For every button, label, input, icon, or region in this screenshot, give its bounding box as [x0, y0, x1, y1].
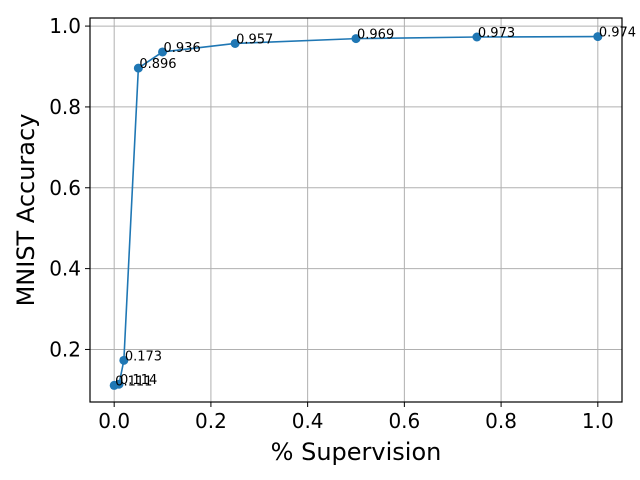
y-tick-label: 0.4: [49, 257, 81, 281]
data-points: [109, 32, 603, 390]
series-line: [113, 35, 598, 387]
data-point: [230, 38, 240, 48]
data-point: [593, 32, 603, 42]
grid: [90, 18, 622, 402]
y-tick-label: 0.6: [49, 176, 81, 200]
plot-frame: [89, 17, 623, 403]
data-label: 0.974: [599, 26, 636, 41]
data-label: 0.973: [478, 26, 515, 41]
y-tick-label: 0.2: [49, 337, 81, 361]
data-label: 0.957: [236, 32, 273, 47]
y-axis-ticks: 0.2 0.4 0.6 0.8 1.0: [49, 14, 90, 361]
data-point: [351, 34, 361, 44]
data-point: [119, 355, 129, 365]
y-axis-label: MNIST Accuracy: [12, 114, 40, 307]
series-line-group: [113, 35, 598, 387]
data-label: 0.111: [115, 374, 152, 389]
data-label: 0.936: [164, 41, 201, 56]
x-tick-label: 0.0: [98, 409, 130, 433]
data-label: 0.114: [120, 373, 157, 388]
y-tick-label: 0.8: [49, 95, 81, 119]
data-point: [158, 47, 168, 57]
x-axis-ticks: 0.0 0.2 0.4 0.6 0.8 1.0: [98, 402, 614, 433]
x-tick-label: 1.0: [582, 409, 614, 433]
data-point: [133, 63, 143, 73]
data-point: [114, 379, 124, 389]
data-point: [472, 32, 482, 42]
data-label: 0.896: [139, 57, 176, 72]
data-label: 0.969: [357, 28, 394, 43]
x-axis-label: % Supervision: [271, 438, 442, 466]
x-tick-label: 0.2: [195, 409, 227, 433]
data-label: 0.173: [125, 349, 162, 364]
x-tick-label: 0.8: [485, 409, 517, 433]
y-tick-label: 1.0: [49, 14, 81, 38]
x-tick-label: 0.4: [292, 409, 324, 433]
x-tick-label: 0.6: [388, 409, 420, 433]
